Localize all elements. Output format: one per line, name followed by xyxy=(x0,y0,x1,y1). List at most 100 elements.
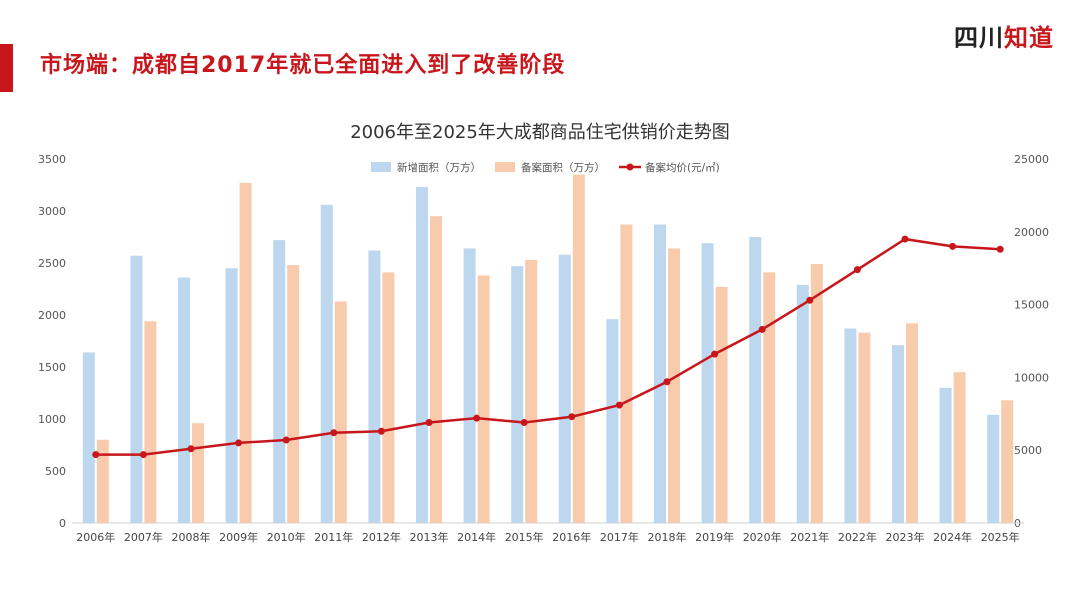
bar-new-area xyxy=(368,250,381,523)
x-axis-tick-label: 2021年 xyxy=(790,530,829,544)
x-axis-tick-label: 2011年 xyxy=(314,530,353,544)
bar-new-area xyxy=(654,224,666,523)
bar-new-area xyxy=(320,204,333,523)
brand-logo-part2: 知道 xyxy=(1004,24,1054,52)
header-accent-bar xyxy=(0,44,13,92)
chart-title: 2006年至2025年大成都商品住宅供销价走势图 xyxy=(350,122,730,143)
legend-marker-avg-price xyxy=(626,163,634,171)
bar-new-area xyxy=(892,345,904,523)
x-axis-tick-label: 2015年 xyxy=(505,530,544,544)
bar-new-area xyxy=(749,237,762,523)
point-avg-price xyxy=(758,325,766,333)
bar-new-area xyxy=(558,254,571,523)
x-axis-tick-label: 2024年 xyxy=(933,530,972,544)
bar-new-area xyxy=(939,387,952,523)
bar-new-area xyxy=(273,240,286,523)
bar-filed-area xyxy=(906,323,918,523)
left-axis-tick-label: 1500 xyxy=(38,361,66,374)
point-avg-price xyxy=(568,413,576,421)
x-axis-tick-label: 2019年 xyxy=(695,530,734,544)
x-axis-tick-label: 2020年 xyxy=(743,530,782,544)
bar-filed-area xyxy=(572,174,585,523)
point-avg-price xyxy=(139,451,147,459)
x-axis-tick-label: 2013年 xyxy=(410,530,449,544)
point-avg-price xyxy=(282,436,290,444)
point-avg-price xyxy=(949,242,957,250)
point-avg-price xyxy=(901,235,909,243)
bar-new-area xyxy=(701,243,714,524)
point-avg-price xyxy=(330,429,338,437)
right-axis-tick-label: 25000 xyxy=(1014,153,1049,166)
bar-filed-area xyxy=(144,321,157,523)
left-axis-tick-label: 3500 xyxy=(38,153,66,166)
right-axis-tick-label: 5000 xyxy=(1014,444,1042,457)
x-axis-tick-label: 2022年 xyxy=(838,530,877,544)
bar-filed-area xyxy=(953,372,966,523)
x-axis-tick-label: 2007年 xyxy=(124,530,163,544)
bar-filed-area xyxy=(477,275,490,523)
bar-new-area xyxy=(606,319,619,523)
x-axis-tick-label: 2017年 xyxy=(600,530,639,544)
bar-filed-area xyxy=(287,265,300,523)
bar-filed-area xyxy=(858,332,871,523)
left-axis-tick-label: 2000 xyxy=(38,309,66,322)
left-axis-tick-label: 3000 xyxy=(38,205,66,218)
page-headline: 市场端：成都自2017年就已全面进入到了改善阶段 xyxy=(40,53,566,78)
legend-label: 新增面积（万方） xyxy=(397,161,481,174)
x-axis-tick-label: 2006年 xyxy=(76,530,115,544)
x-axis-tick-label: 2012年 xyxy=(362,530,401,544)
left-axis-tick-label: 1000 xyxy=(38,413,66,426)
bar-filed-area xyxy=(715,286,728,523)
point-avg-price xyxy=(663,378,671,386)
bar-filed-area xyxy=(96,439,109,523)
bar-filed-area xyxy=(334,301,347,523)
x-axis-tick-label: 2016年 xyxy=(552,530,591,544)
legend-label: 备案均价(元/㎡) xyxy=(645,161,720,174)
line-avg-price xyxy=(95,237,1001,456)
x-axis-tick-label: 2009年 xyxy=(219,530,258,544)
bar-filed-area xyxy=(1001,400,1014,523)
bar-filed-area xyxy=(525,259,538,523)
left-axis-tick-label: 2500 xyxy=(38,257,66,270)
legend-swatch-new-area xyxy=(371,162,391,172)
bar-new-area xyxy=(511,266,524,523)
point-avg-price xyxy=(711,350,719,358)
left-axis-tick-label: 500 xyxy=(45,465,66,478)
bar-filed-area xyxy=(430,216,442,523)
point-avg-price xyxy=(425,419,433,427)
point-avg-price xyxy=(473,414,481,422)
left-axis-tick-label: 0 xyxy=(59,517,66,530)
bar-filed-area xyxy=(810,264,823,523)
point-avg-price xyxy=(235,439,243,447)
right-axis-tick-label: 15000 xyxy=(1014,299,1049,312)
bar-new-area xyxy=(225,268,238,523)
bar-new-area xyxy=(796,284,809,523)
right-axis-tick-label: 10000 xyxy=(1014,371,1049,384)
point-avg-price xyxy=(187,445,195,453)
bar-new-area xyxy=(987,414,1000,523)
point-avg-price xyxy=(92,451,100,459)
point-avg-price xyxy=(806,296,814,304)
bar-new-area xyxy=(844,328,857,523)
brand-logo: 四川 知道 xyxy=(954,18,1054,53)
bar-filed-area xyxy=(192,423,204,523)
point-avg-price xyxy=(996,245,1004,253)
brand-logo-part1: 四川 xyxy=(954,24,1004,52)
bar-new-area xyxy=(130,255,143,523)
x-axis-tick-label: 2014年 xyxy=(457,530,496,544)
legend-swatch-filed-area xyxy=(495,162,515,172)
point-avg-price xyxy=(377,427,385,435)
x-axis-tick-label: 2025年 xyxy=(981,530,1020,544)
x-axis-tick-label: 2008年 xyxy=(172,530,211,544)
bar-filed-area xyxy=(382,272,395,523)
legend-label: 备案面积（万方） xyxy=(521,161,605,174)
bar-filed-area xyxy=(763,272,776,523)
bar-new-area xyxy=(178,277,190,523)
point-avg-price xyxy=(615,401,623,409)
x-axis-tick-label: 2023年 xyxy=(886,530,925,544)
x-axis-tick-label: 2018年 xyxy=(648,530,687,544)
bar-new-area xyxy=(416,187,428,523)
bar-new-area xyxy=(463,248,476,523)
bar-new-area xyxy=(82,352,95,523)
